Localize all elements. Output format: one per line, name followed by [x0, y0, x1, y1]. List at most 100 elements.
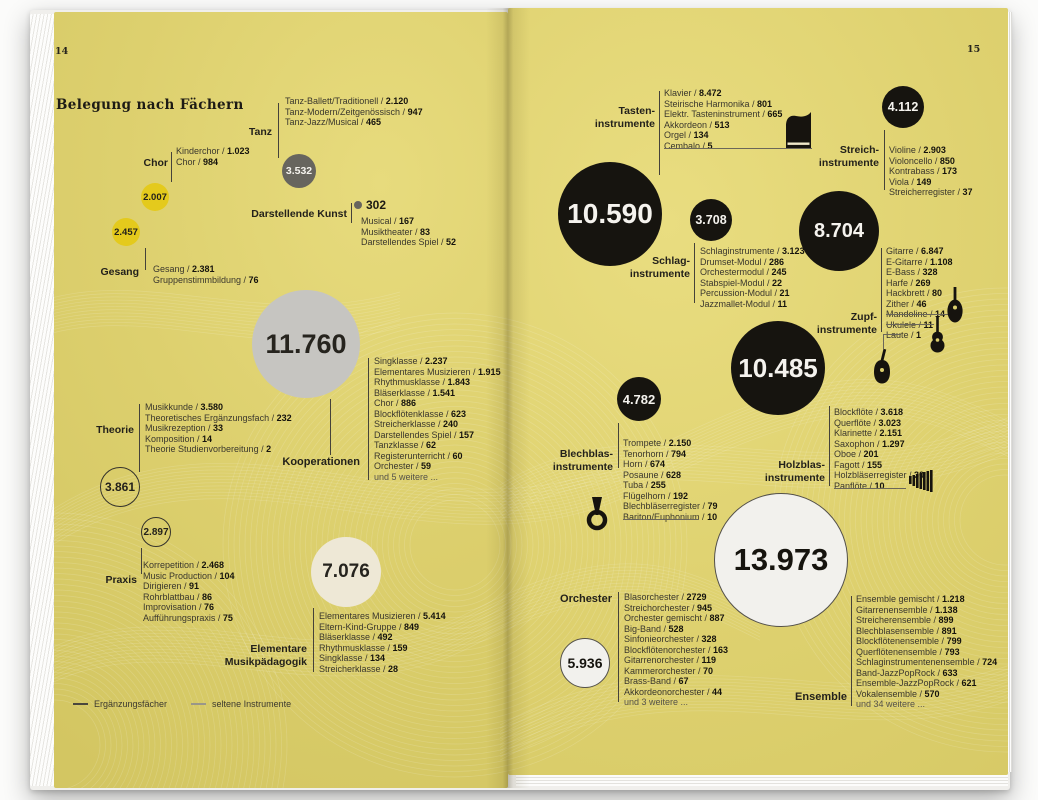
tasteninstrumente-underline [664, 148, 812, 149]
bubble-orchester: 5.936 [560, 638, 610, 688]
ukulele-icon [929, 316, 946, 359]
laute-icon [873, 348, 891, 389]
label-line: Tasten- [618, 105, 655, 117]
label-line: instrumente [552, 461, 613, 473]
list-item: Stabspiel-Modul / 22 [700, 277, 783, 288]
panpipes-icon [909, 470, 935, 500]
list-theorie: Musikkunde / 3.580 Theoretisches Ergänzun… [145, 402, 292, 455]
page-stack-edge-right [1008, 12, 1012, 772]
label-holzblasinstrumente: Holzblas- instrumente [725, 459, 825, 485]
list-item: Gitarrenensemble / 1.138 [856, 604, 958, 615]
list-item: Oboe / 201 [834, 449, 879, 459]
zupfinstrumente-rule [881, 248, 882, 332]
list-schlaginstrumente: Schlaginstrumente / 3.123 Drumset-Modul /… [700, 246, 805, 309]
darstellende-kunst-rule [351, 203, 352, 223]
list-item: Musikkunde / 3.580 [145, 402, 224, 412]
list-item: E-Gitarre / 1.108 [886, 256, 953, 267]
bubble-chor: 2.007 [141, 183, 169, 211]
list-item: Saxophon / 1.297 [834, 438, 905, 449]
list-item: Panflöte / 10 [834, 480, 885, 491]
blechblasinstrumente-rule [618, 423, 619, 468]
list-item: Orchester gemischt / 887 [624, 613, 725, 623]
list-item: Kinderchor / 1.023 [176, 146, 250, 156]
list-item: Tanz-Jazz/Musical / 465 [285, 117, 382, 127]
list-item: Cembalo / 5 [664, 140, 713, 151]
list-item: Schlaginstrumente / 3.123 [700, 246, 805, 256]
label-schlaginstrumente: Schlag- instrumente [590, 255, 690, 281]
list-item: Fagott / 155 [834, 459, 883, 470]
list-item: Rhythmusklasse / 1.843 [374, 377, 471, 387]
blechblasinstrumente-underline [623, 519, 699, 520]
label-streichinstrumente: Streich- instrumente [779, 144, 879, 170]
horn-icon [585, 497, 609, 536]
list-item: Horn / 674 [623, 459, 666, 469]
list-item: Darstellendes Spiel / 157 [374, 429, 475, 440]
list-ensemble: Ensemble gemischt / 1.218 Gitarrenensembl… [856, 594, 997, 710]
list-item: Streichorchester / 945 [624, 602, 713, 613]
legend-line-ergaenzungsfaecher [73, 703, 88, 705]
bubble-darstellende-kunst [354, 201, 362, 209]
schlaginstrumente-rule [694, 243, 695, 303]
list-item: Akkordeon / 513 [664, 119, 730, 130]
list-item: Vokalensemble / 570 [856, 688, 940, 699]
list-item: Rohrblattbau / 86 [143, 591, 213, 602]
bubble-schlaginstrumente: 3.708 [690, 199, 732, 241]
label-gesang: Gesang [100, 266, 139, 278]
gesang-connector-line [145, 248, 146, 270]
list-item: Percussion-Modul / 21 [700, 288, 790, 298]
list-item: Blockflötenklasse / 623 [374, 408, 467, 419]
list-item: Blechbläserregister / 79 [623, 501, 718, 511]
value-darstellende-kunst: 302 [366, 198, 387, 212]
bubble-theorie: 3.861 [100, 467, 140, 507]
list-darstellende-kunst: Musical / 167 Musiktheater / 83 Darstellen… [361, 216, 456, 248]
list-item: Aufführungspraxis / 75 [143, 612, 233, 623]
label-praxis: Praxis [105, 574, 137, 586]
list-item: Brass-Band / 67 [624, 676, 689, 686]
list-item: Streicherklasse / 240 [374, 419, 459, 429]
label-kooperationen: Kooperationen [282, 456, 360, 468]
list-item: Bläserklasse / 1.541 [374, 387, 456, 398]
list-item: Schlaginstrumentenensemble / 724 [856, 657, 998, 667]
list-item: Tanzklasse / 62 [374, 440, 437, 450]
label-line: instrumente [816, 324, 877, 336]
theorie-rule [139, 404, 140, 472]
list-item: Akkordeonorchester / 44 [624, 686, 723, 697]
list-tasteninstrumente: Klavier / 8.472 Steirische Harmonika / 80… [664, 88, 782, 151]
list-item: Singklasse / 134 [319, 653, 386, 663]
list-item: Steirische Harmonika / 801 [664, 98, 773, 109]
list-item: Drumset-Modul / 286 [700, 256, 785, 267]
list-item: Klarinette / 2.151 [834, 428, 903, 438]
list-kooperationen: Singklasse / 2.237 Elementares Musizieren… [374, 356, 501, 482]
legend-label-seltene-instrumente: seltene Instrumente [212, 699, 292, 709]
list-item: E-Bass / 328 [886, 267, 938, 277]
bubble-blechblasinstrumente: 4.782 [617, 377, 661, 421]
list-item: Musikrezeption / 33 [145, 423, 224, 433]
list-item: Bläserklasse / 492 [319, 632, 393, 642]
label-line: Zupf- [850, 311, 877, 323]
list-item: Sinfonieorchester / 328 [624, 634, 717, 644]
label-line: Schlag- [652, 255, 690, 267]
list-item: Blockflötenensemble / 799 [856, 636, 962, 646]
list-item: Korrepetition / 2.468 [143, 560, 225, 570]
label-line: Blechblas- [559, 448, 613, 460]
list-item: Tuba / 255 [623, 480, 666, 490]
ensemble-rule [851, 596, 852, 706]
label-darstellende-kunst: Darstellende Kunst [251, 208, 347, 220]
list-item: Kammerorchester / 70 [624, 665, 714, 676]
label-theorie: Theorie [96, 424, 134, 436]
bubble-tasteninstrumente: 10.590 [558, 162, 662, 266]
list-item: Blockflöte / 3.618 [834, 407, 904, 417]
list-item: Dirigieren / 91 [143, 581, 200, 591]
ukulele-leader-line [886, 324, 934, 325]
list-item: Violine / 2.903 [889, 145, 946, 155]
bubble-praxis: 2.897 [141, 517, 171, 547]
list-item: Blechblasensemble / 891 [856, 625, 957, 636]
list-item: Tanz-Ballett/Traditionell / 2.120 [285, 96, 409, 106]
list-item: und 3 weitere ... [624, 697, 689, 707]
praxis-connector-line [141, 548, 142, 574]
list-item: Orchestermodul / 245 [700, 267, 787, 277]
list-item: Darstellendes Spiel / 52 [361, 237, 457, 247]
list-item: Gruppenstimmbildung / 76 [153, 274, 259, 285]
page-stack-edge-bottom [516, 775, 1008, 786]
